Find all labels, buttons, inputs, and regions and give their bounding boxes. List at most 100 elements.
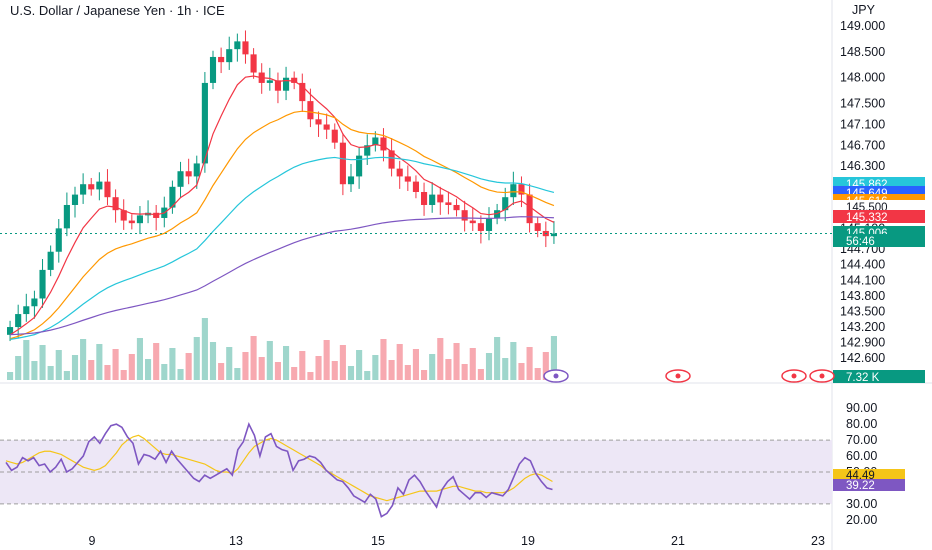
ema-line-xlong: [10, 216, 554, 336]
volume-bar: [364, 371, 371, 380]
candle-body: [485, 217, 493, 231]
volume-bar: [494, 337, 501, 380]
volume-bar: [209, 342, 217, 380]
volume-bar: [542, 352, 549, 380]
candle-body: [226, 49, 233, 63]
candle-body: [323, 124, 330, 130]
candle-body: [396, 168, 403, 177]
volume-bar: [299, 351, 306, 380]
candle-body: [339, 142, 346, 185]
candle-body: [136, 215, 143, 224]
candle-body: [80, 184, 87, 195]
candle-body: [218, 56, 225, 63]
volume-bar: [526, 347, 533, 380]
candle-body: [242, 41, 249, 55]
price-tick-label: 148.500: [840, 45, 885, 59]
volume-bar: [485, 353, 493, 380]
volume-bar: [63, 371, 70, 380]
candle-body: [331, 129, 338, 143]
volume-bar: [145, 359, 152, 380]
volume-bar: [461, 364, 468, 380]
candle-body: [71, 194, 79, 205]
volume-bar: [112, 349, 119, 380]
candle-body: [185, 171, 192, 177]
volume-bar: [550, 336, 557, 380]
candle-body: [364, 145, 371, 156]
volume-bar: [39, 345, 46, 380]
volume-bar: [120, 370, 127, 380]
volume-bar: [161, 364, 168, 380]
candle-body: [477, 223, 484, 231]
ema-line-mid: [9, 110, 555, 340]
rsi-tag: [833, 469, 905, 481]
volume-bar: [104, 365, 111, 380]
rsi-tag: [833, 479, 905, 491]
volume-bar: [177, 369, 184, 380]
price-tick-label: 148.000: [840, 71, 885, 85]
candle-body: [234, 41, 241, 50]
record-icon-dot: [675, 373, 681, 379]
price-tag: [833, 370, 925, 383]
candle-body: [372, 137, 379, 146]
price-tick-label: 144.400: [840, 258, 885, 272]
record-icon: [809, 369, 835, 383]
chart-layer: 149.000 148.500 148.000 147.500 147.100 146.7…: [0, 19, 925, 548]
candle-body: [421, 192, 428, 205]
candle-body: [388, 150, 395, 169]
volume-bar: [502, 358, 509, 380]
calendar-icon: [781, 369, 807, 383]
lightning-icon: [543, 369, 569, 383]
candle-body: [266, 80, 273, 83]
volume-bar: [356, 350, 363, 380]
price-tick-label: 146.700: [840, 138, 885, 152]
currency-label: JPY: [852, 3, 876, 17]
candle-body: [283, 77, 290, 91]
candle-body: [291, 77, 298, 83]
volume-bar: [7, 372, 14, 380]
volume-bar: [15, 356, 22, 380]
price-tick-label: 143.200: [840, 320, 885, 334]
candle-body: [120, 210, 127, 221]
volume-bar: [372, 355, 379, 380]
volume-bar: [201, 318, 208, 380]
price-tag-label: 56:46: [846, 236, 875, 248]
volume-bar: [250, 336, 257, 380]
candle-body: [63, 204, 70, 229]
candle-body: [445, 202, 452, 205]
candle-body: [250, 54, 257, 73]
candle-body: [55, 228, 62, 252]
candle-body: [23, 306, 30, 315]
volume-bar: [331, 361, 338, 380]
volume-bar: [80, 339, 87, 380]
candle-body: [7, 327, 14, 335]
candle-body: [31, 298, 38, 307]
volume-bar: [339, 345, 346, 380]
volume-bar: [404, 365, 411, 380]
price-tick-label: 149.000: [840, 19, 885, 33]
chart-title: U.S. Dollar / Japanese Yen · 1h · ICE: [10, 3, 225, 18]
candle-body: [502, 197, 509, 211]
volume-bar: [347, 366, 355, 380]
candle-body: [510, 184, 517, 198]
ema-line-short: [9, 75, 555, 336]
time-tick-label: 23: [811, 534, 825, 548]
candle-body: [47, 251, 54, 270]
rsi-tick-label: 60.00: [846, 449, 877, 463]
candle-body: [347, 176, 355, 185]
candle-body: [104, 181, 111, 198]
price-tag: [833, 200, 925, 213]
volume-bar: [323, 340, 330, 380]
volume-bar: [193, 337, 200, 380]
rsi-tick-label: 70.00: [846, 433, 877, 447]
candle-body: [299, 82, 306, 102]
volume-bar: [128, 354, 135, 380]
time-tick-label: 9: [89, 534, 96, 548]
rsi-tag-label: 39.22: [846, 480, 875, 492]
volume-bar: [71, 355, 79, 380]
price-tick-label: 143.500: [840, 304, 885, 318]
volume-bar: [421, 370, 428, 380]
price-tick-label: 143.800: [840, 289, 885, 303]
volume-bar: [274, 362, 281, 380]
candle-body: [193, 163, 200, 177]
